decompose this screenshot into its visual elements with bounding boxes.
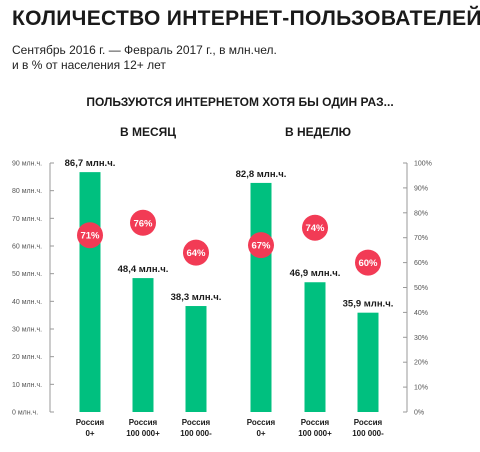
bar (304, 282, 326, 412)
category-label-line1: Россия (129, 418, 158, 427)
left-tick-label: 70 млн.ч. (12, 216, 42, 223)
category-label-line2: 100 000- (352, 429, 384, 438)
percent-circle (77, 222, 103, 249)
category-label-line2: 100 000- (180, 429, 212, 438)
left-tick-label: 60 млн.ч. (12, 244, 42, 251)
percent-label: 76% (133, 218, 153, 229)
left-tick-label: 10 млн.ч. (12, 382, 42, 389)
left-tick-label: 80 млн.ч. (12, 188, 42, 195)
bar (357, 312, 379, 412)
category-label-line2: 100 000+ (126, 429, 160, 438)
bar-value-label: 35,9 млн.ч. (343, 299, 394, 310)
right-tick-label: 20% (414, 360, 428, 367)
bar-value-label: 86,7 млн.ч. (65, 158, 116, 169)
left-tick-label: 20 млн.ч. (12, 354, 42, 361)
percent-circle (248, 232, 274, 259)
right-tick-label: 70% (414, 235, 428, 242)
right-tick-label: 40% (414, 310, 428, 317)
page-title: КОЛИЧЕСТВО ИНТЕРНЕТ-ПОЛЬЗОВАТЕЛЕЙ (12, 7, 480, 30)
subtitle: Сентябрь 2016 г. — Февраль 2017 г., в мл… (12, 43, 277, 73)
category-label-line2: 0+ (85, 429, 94, 438)
left-tick-label: 40 млн.ч. (12, 299, 42, 306)
right-tick-label: 50% (414, 285, 428, 292)
percent-label: 71% (80, 231, 100, 242)
left-tick-label: 0 млн.ч. (12, 410, 38, 417)
bar (185, 306, 207, 412)
right-tick-label: 30% (414, 335, 428, 342)
percent-circle (183, 239, 209, 266)
bar-value-label: 82,8 млн.ч. (236, 169, 287, 180)
percent-label: 60% (358, 258, 378, 269)
category-label-line1: Россия (247, 418, 276, 427)
left-tick-label: 50 млн.ч. (12, 271, 42, 278)
right-tick-label: 0% (414, 410, 424, 417)
chart-title: ПОЛЬЗУЮТСЯ ИНТЕРНЕТОМ ХОТЯ БЫ ОДИН РАЗ..… (86, 95, 394, 109)
group-title-month: В МЕСЯЦ (119, 125, 177, 139)
category-label-line1: Россия (354, 418, 383, 427)
subtitle-line-2: и в % от населения 12+ лет (12, 58, 166, 72)
category-label-line1: Россия (182, 418, 211, 427)
bar (79, 172, 101, 412)
category-label-line1: Россия (301, 418, 330, 427)
percent-circle (130, 209, 156, 236)
subtitle-line-1: Сентябрь 2016 г. — Февраль 2017 г., в мл… (12, 43, 277, 57)
bar-value-label: 46,9 млн.ч. (290, 268, 341, 279)
percent-label: 74% (305, 223, 325, 234)
bar (132, 278, 154, 412)
bar (250, 182, 272, 412)
right-tick-label: 90% (414, 185, 428, 192)
percent-label: 64% (186, 248, 206, 259)
right-tick-label: 10% (414, 385, 428, 392)
bar-value-label: 38,3 млн.ч. (171, 292, 222, 303)
percent-circle (302, 214, 328, 241)
percent-circle (355, 249, 381, 276)
bar-value-label: 48,4 млн.ч. (118, 264, 169, 275)
left-tick-label: 90 млн.ч. (12, 161, 42, 168)
category-label-line1: Россия (76, 418, 105, 427)
right-tick-label: 60% (414, 260, 428, 267)
right-tick-label: 80% (414, 210, 428, 217)
right-tick-label: 100% (414, 161, 432, 168)
percent-label: 67% (251, 241, 271, 252)
left-tick-label: 30 млн.ч. (12, 327, 42, 334)
category-label-line2: 100 000+ (298, 429, 332, 438)
category-label-line2: 0+ (256, 429, 265, 438)
group-title-week: В НЕДЕЛЮ (284, 125, 352, 139)
